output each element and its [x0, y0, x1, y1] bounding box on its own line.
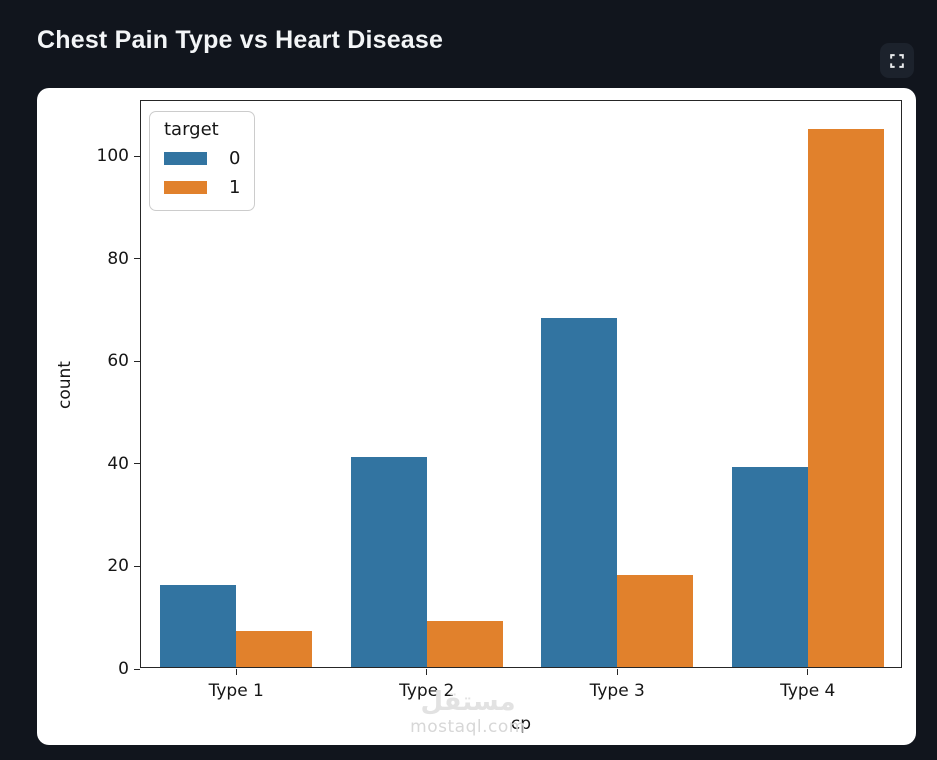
- chart-card: target 0 1 0 20 40 60 80 100 Type 1 Type 2 Type …: [37, 88, 916, 745]
- y-tick-mark: [134, 668, 140, 670]
- legend-entry-1: 1: [164, 177, 240, 198]
- bar-type-1-target-0: [160, 584, 237, 667]
- legend-swatch-orange: [164, 181, 207, 194]
- y-tick-mark: [134, 360, 140, 362]
- bar-type-1-target-1: [236, 631, 313, 667]
- plot-area: target 0 1 0 20 40 60 80 100 Type 1 Type 2 Type …: [97, 100, 902, 701]
- y-tick-label: 20: [107, 556, 129, 577]
- fullscreen-button[interactable]: [880, 43, 914, 78]
- x-tick-label: Type 2: [399, 681, 455, 701]
- legend-swatch-blue: [164, 152, 207, 165]
- x-axis-label: cp: [510, 714, 532, 734]
- legend-entry-0: 0: [164, 148, 240, 169]
- y-tick-label: 100: [96, 146, 129, 167]
- x-tick-mark: [235, 669, 237, 675]
- y-tick-label: 80: [107, 248, 129, 269]
- legend-title: target: [164, 119, 219, 140]
- y-axis-label: count: [55, 361, 75, 409]
- y-tick-label: 40: [107, 453, 129, 474]
- x-tick-mark: [426, 669, 428, 675]
- y-tick-mark: [134, 155, 140, 157]
- bar-type-2-target-1: [426, 620, 503, 667]
- bar-type-3-target-1: [617, 574, 694, 667]
- bar-type-4-target-0: [731, 467, 808, 667]
- bar-type-2-target-0: [350, 456, 427, 667]
- y-tick-mark: [134, 463, 140, 465]
- page-title: Chest Pain Type vs Heart Disease: [37, 26, 444, 54]
- legend: target 0 1: [149, 111, 256, 211]
- legend-entry-label: 0: [229, 148, 241, 169]
- y-tick-mark: [134, 565, 140, 567]
- x-tick-mark: [616, 669, 618, 675]
- legend-entry-label: 1: [229, 177, 241, 198]
- y-tick-label: 60: [107, 351, 129, 372]
- fullscreen-icon: [890, 53, 904, 68]
- y-tick-mark: [134, 258, 140, 260]
- x-tick-label: Type 3: [589, 681, 645, 701]
- x-tick-label: Type 4: [780, 681, 836, 701]
- bar-type-4-target-1: [807, 128, 884, 667]
- y-tick-label: 0: [118, 659, 129, 679]
- x-tick-label: Type 1: [208, 681, 264, 701]
- bar-type-3-target-0: [541, 318, 618, 667]
- x-tick-mark: [807, 669, 809, 675]
